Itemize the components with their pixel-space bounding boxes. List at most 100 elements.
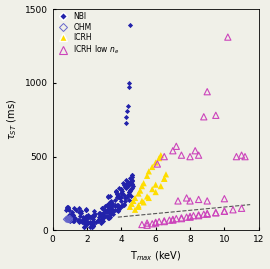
Point	[108, 211, 112, 215]
Point	[125, 109, 130, 113]
Point	[145, 223, 149, 227]
Point	[107, 204, 111, 208]
Point	[127, 197, 131, 202]
Point	[108, 200, 113, 205]
Point	[127, 190, 132, 194]
Point	[104, 209, 109, 213]
Point	[126, 180, 131, 184]
Point	[84, 208, 88, 212]
Point	[107, 201, 112, 205]
Point	[66, 218, 70, 222]
Point	[84, 214, 88, 219]
Point	[70, 213, 75, 217]
Point	[154, 220, 158, 224]
Point	[91, 219, 96, 224]
Point	[77, 209, 81, 214]
Point	[99, 213, 103, 217]
Point	[159, 153, 163, 157]
Point	[108, 215, 112, 219]
Point	[91, 223, 96, 227]
Point	[64, 208, 69, 212]
Point	[107, 215, 111, 220]
Point	[110, 207, 114, 211]
Point	[100, 211, 105, 215]
Point	[140, 184, 144, 188]
Point	[154, 190, 158, 194]
Point	[159, 184, 163, 188]
Point	[130, 181, 134, 186]
Point	[108, 211, 112, 215]
Point	[120, 203, 124, 207]
Point	[113, 198, 117, 202]
Point	[124, 182, 129, 186]
Point	[125, 183, 129, 187]
Point	[126, 104, 130, 109]
Point	[82, 218, 87, 222]
Point	[214, 113, 218, 118]
Point	[128, 176, 132, 180]
Point	[116, 209, 120, 214]
Point	[164, 172, 168, 176]
Point	[70, 215, 75, 219]
Point	[88, 220, 92, 224]
Point	[113, 208, 117, 212]
Point	[124, 178, 129, 182]
Point	[106, 195, 110, 199]
Point	[115, 192, 119, 196]
Point	[197, 213, 201, 217]
Point	[91, 213, 95, 217]
Point	[90, 217, 95, 221]
Point	[176, 199, 180, 203]
Point	[65, 216, 69, 220]
Point	[100, 219, 104, 223]
Point	[140, 199, 144, 203]
Point	[127, 81, 131, 85]
Point	[66, 218, 70, 222]
Point	[92, 209, 96, 213]
Point	[120, 191, 124, 196]
Point	[100, 216, 105, 221]
Point	[81, 217, 86, 222]
Point	[136, 191, 141, 196]
Point	[113, 204, 117, 208]
Point	[107, 208, 112, 212]
Point	[90, 225, 94, 230]
Point	[115, 208, 119, 212]
Point	[84, 222, 88, 226]
Point	[193, 148, 197, 153]
Point	[123, 121, 128, 125]
Point	[131, 184, 135, 188]
Point	[162, 154, 166, 159]
Point	[67, 213, 71, 217]
Point	[114, 189, 118, 193]
Point	[174, 144, 178, 148]
Point	[90, 225, 94, 229]
Point	[141, 181, 146, 185]
Point	[65, 205, 69, 210]
Point	[73, 216, 77, 221]
Point	[138, 188, 142, 193]
Point	[205, 90, 209, 94]
Point	[130, 173, 134, 178]
Point	[234, 154, 239, 159]
Point	[114, 189, 119, 193]
Point	[118, 196, 122, 200]
Point	[128, 189, 133, 193]
Point	[239, 153, 244, 157]
Point	[116, 195, 120, 199]
Point	[106, 194, 110, 198]
Point	[113, 203, 117, 207]
Point	[90, 220, 95, 224]
Point	[115, 195, 119, 199]
Point	[76, 206, 81, 210]
Point	[67, 208, 71, 212]
Point	[179, 153, 184, 157]
Point	[188, 214, 192, 218]
Point	[105, 203, 109, 207]
Point	[73, 208, 78, 213]
Point	[122, 196, 127, 201]
Point	[106, 203, 110, 207]
Point	[68, 218, 72, 223]
Point	[119, 191, 124, 195]
Point	[68, 213, 73, 217]
